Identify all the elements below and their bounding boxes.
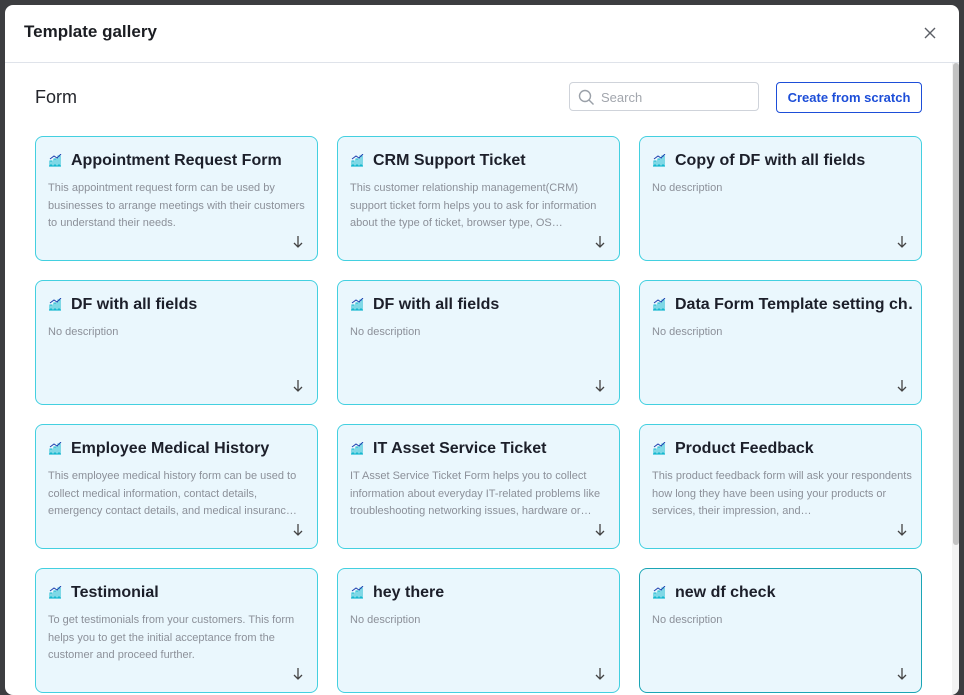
card-icon [652,153,666,172]
template-card[interactable]: Product Feedback This product feedback fo… [639,424,922,549]
template-card[interactable]: new df check No description [639,568,922,693]
download-icon[interactable] [896,523,908,542]
download-icon[interactable] [896,379,908,398]
card-title: Testimonial [71,584,159,601]
template-card[interactable]: DF with all fields No description [35,280,318,405]
card-title: CRM Support Ticket [373,152,526,169]
download-icon[interactable] [896,235,908,254]
card-description: No description [350,326,421,338]
template-card[interactable]: Testimonial To get testimonials from your… [35,568,318,693]
create-button[interactable]: Create from scratch [776,82,922,113]
card-description: No description [652,614,723,626]
card-description: No description [652,182,723,194]
page: Template gallery Form Search Create from… [5,5,959,695]
download-icon[interactable] [594,523,606,542]
download-icon[interactable] [292,379,304,398]
card-icon [350,297,364,316]
card-description: No description [652,326,723,338]
download-icon[interactable] [594,667,606,686]
card-icon [48,585,62,604]
search-placeholder: Search [601,90,643,105]
template-card[interactable]: Employee Medical History This employee me… [35,424,318,549]
modal: Template gallery Form Search Create from… [5,5,959,695]
template-card[interactable]: CRM Support Ticket This customer relation… [337,136,620,261]
template-card[interactable]: Data Form Template setting ch… No descrip… [639,280,922,405]
modal-header: Template gallery [5,5,959,63]
close-button[interactable] [923,26,937,40]
card-title: new df check [675,584,776,601]
card-description: No description [48,326,119,338]
card-icon [48,297,62,316]
template-card[interactable]: IT Asset Service Ticket IT Asset Service … [337,424,620,549]
card-title: DF with all fields [71,296,198,313]
card-description: This employee medical history form can b… [48,470,297,517]
template-card[interactable]: Copy of DF with all fields No description [639,136,922,261]
card-title: Copy of DF with all fields [675,152,866,169]
download-icon[interactable] [896,667,908,686]
download-icon[interactable] [292,523,304,542]
card-description: No description [350,614,421,626]
download-icon[interactable] [292,235,304,254]
card-icon [350,441,364,460]
card-icon [652,585,666,604]
download-icon[interactable] [594,235,606,254]
card-icon [350,153,364,172]
download-icon[interactable] [594,379,606,398]
card-icon [48,153,62,172]
card-title: Appointment Request Form [71,152,282,169]
card-description: To get testimonials from your customers.… [48,614,295,661]
card-description: This product feedback form will ask your… [652,470,912,517]
card-title: hey there [373,584,445,601]
download-icon[interactable] [292,667,304,686]
search-box[interactable]: Search [569,82,759,111]
card-title: IT Asset Service Ticket [373,440,547,457]
card-title: Employee Medical History [71,440,270,457]
card-icon [652,441,666,460]
card-description: This appointment request form can be use… [48,182,305,229]
card-title: Data Form Template setting ch… [675,296,913,313]
section-title: Form [35,87,77,107]
card-title: Product Feedback [675,440,814,457]
card-title: DF with all fields [373,296,500,313]
template-card[interactable]: Appointment Request Form This appointment… [35,136,318,261]
modal-title: Template gallery [24,22,157,41]
search-icon [578,89,594,105]
card-icon [350,585,364,604]
card-description: IT Asset Service Ticket Form helps you t… [350,470,601,517]
card-icon [652,297,666,316]
card-description: This customer relationship management(CR… [350,182,597,229]
scrollbar-thumb [953,63,959,545]
template-card[interactable]: hey there No description [337,568,620,693]
card-icon [48,441,62,460]
template-card[interactable]: DF with all fields No description [337,280,620,405]
